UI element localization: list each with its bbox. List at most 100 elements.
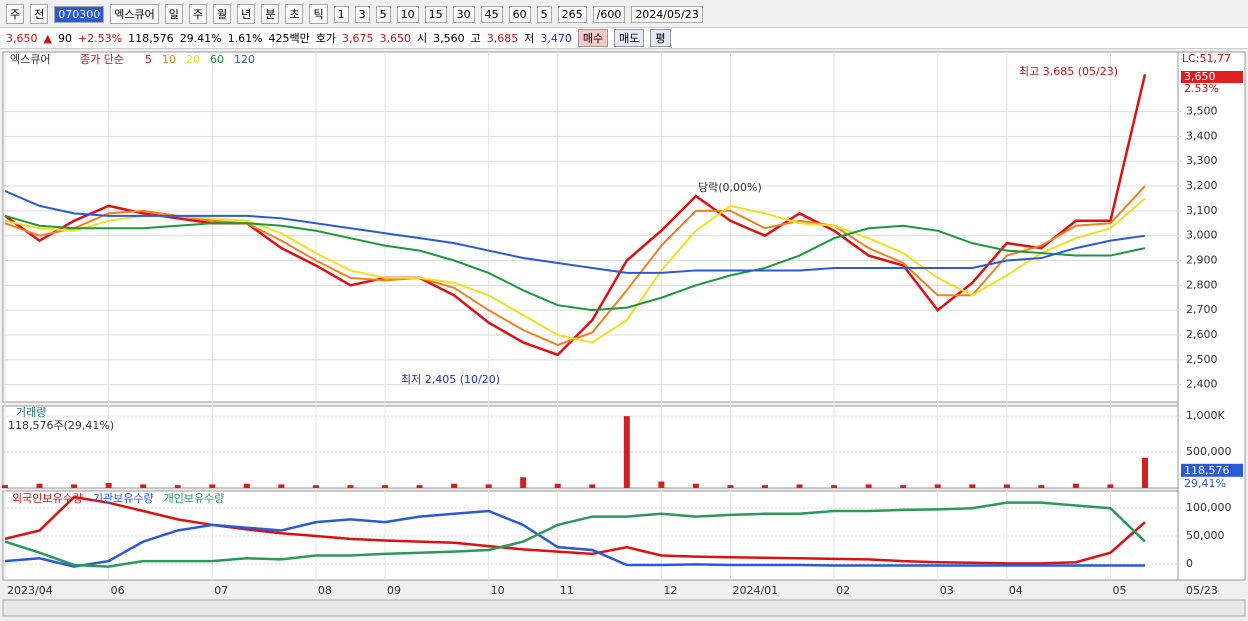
volume-bar: [762, 485, 768, 488]
quote-item: 3,470: [540, 31, 572, 45]
toolbar-item[interactable]: 45: [480, 5, 503, 23]
legend-entry: 개인보유수량: [164, 492, 225, 505]
y-tick-label: 50,000: [1186, 529, 1225, 542]
volume-bar: [36, 483, 43, 488]
right-label: 118,576: [1184, 464, 1230, 477]
current-volume-box: [1181, 463, 1243, 477]
volume-bar: [900, 485, 907, 488]
volume-bar: [796, 484, 803, 488]
quote-item: 3,675: [342, 31, 374, 45]
toolbar-item[interactable]: 초: [285, 4, 304, 24]
volume-bar: [623, 416, 630, 488]
y-tick-label: 3,100: [1186, 204, 1218, 217]
quote-item: 3,650: [6, 31, 38, 45]
quote-item: ▲: [43, 31, 52, 45]
series-line: [4, 74, 1147, 357]
series-line: [4, 509, 1145, 568]
x-tick-label: 02: [836, 584, 850, 597]
right-label: 3,650: [1184, 70, 1216, 83]
volume-bar: [1142, 457, 1148, 488]
quote-item[interactable]: 평: [650, 29, 671, 47]
quote-item: 3,685: [486, 31, 519, 45]
volume-bar: [1107, 484, 1114, 488]
quote-item: +2.53%: [77, 31, 123, 45]
quote-item: 저: [524, 32, 535, 45]
volume-bar: [243, 483, 250, 488]
legend-entry: 외국인보유수량: [12, 492, 83, 505]
quote-item: 29.41%: [179, 31, 222, 45]
toolbar-item[interactable]: 전: [30, 4, 49, 24]
x-tick-label: 10: [491, 584, 505, 597]
quote-item: 3,560: [433, 31, 465, 45]
legend-entry: 60: [210, 53, 224, 66]
toolbar-item[interactable]: 5: [536, 5, 552, 23]
x-tick-label: 2024/01: [732, 584, 778, 597]
quote-item: 90: [57, 31, 72, 45]
volume-bar: [2, 485, 8, 488]
toolbar-item[interactable]: 주: [188, 4, 207, 24]
y-tick-label: 2,700: [1186, 303, 1218, 316]
scrollbar[interactable]: [2, 599, 1246, 617]
x-tick-label: 04: [1009, 584, 1023, 597]
toolbar-item[interactable]: 분: [261, 4, 280, 24]
quote-item: 고: [470, 32, 481, 45]
toolbar-item[interactable]: 10: [396, 5, 419, 23]
volume-bar: [831, 485, 838, 488]
annotation: 최고 3,685 (05/23): [1019, 65, 1118, 78]
y-tick-label: 2,400: [1186, 378, 1218, 391]
volume-bar: [865, 484, 872, 488]
toolbar-item[interactable]: 일: [164, 4, 183, 24]
toolbar-item[interactable]: 265: [557, 5, 587, 23]
legend-entry: 기관보유수량: [93, 492, 154, 505]
y-tick-label: 2,600: [1186, 328, 1218, 341]
volume-bar: [692, 483, 699, 488]
annotation: 최저 2,405 (10/20): [401, 373, 500, 386]
volume-bar: [727, 485, 734, 488]
volume-bar: [209, 484, 216, 488]
last-price-box: [1181, 71, 1243, 83]
toolbar-item[interactable]: 15: [424, 5, 447, 23]
quote-item[interactable]: 매수: [577, 29, 609, 47]
y-tick-label: 1,000K: [1186, 409, 1225, 422]
toolbar-item[interactable]: 60: [508, 5, 531, 23]
toolbar-item[interactable]: 주: [6, 4, 25, 24]
volume-bar: [105, 482, 112, 488]
x-tick-label: 11: [560, 584, 574, 597]
toolbar-item[interactable]: 30: [452, 5, 475, 23]
x-tick-label: 09: [387, 584, 401, 597]
legend-title: 종가 단순: [80, 53, 124, 66]
volume-bar: [451, 483, 458, 488]
volume-bar: [174, 485, 181, 488]
toolbar-item[interactable]: 틱: [309, 4, 328, 24]
y-tick-label: 500,000: [1186, 445, 1232, 458]
panel-frame: [2, 405, 1179, 489]
y-tick-label: 0: [1186, 557, 1193, 570]
x-tick-label: 03: [940, 584, 954, 597]
toolbar-item[interactable]: 년: [237, 4, 256, 24]
quote-item[interactable]: 매도: [614, 29, 645, 47]
toolbar-item[interactable]: 3: [354, 5, 370, 23]
quote-item: 호가: [315, 32, 337, 45]
toolbar-item[interactable]: 070300: [54, 5, 105, 23]
quote-item: 118,576: [128, 31, 174, 45]
y-tick-label: 3,000: [1186, 229, 1218, 242]
series-line: [4, 495, 1146, 565]
panel-frame: [2, 51, 1179, 403]
toolbar-item[interactable]: 1: [333, 5, 349, 23]
volume-bar: [658, 481, 665, 488]
volume-bar: [520, 477, 527, 488]
panel-title: 엑스큐어: [10, 53, 50, 66]
volume-bar: [934, 484, 941, 488]
toolbar-item[interactable]: 5: [375, 5, 391, 23]
toolbar-item[interactable]: 월: [212, 4, 232, 24]
y-tick-label: 3,300: [1186, 154, 1218, 167]
toolbar-item[interactable]: 2024/05/23: [631, 5, 703, 23]
volume-bar: [554, 483, 561, 488]
axis-frame: [1177, 51, 1246, 581]
toolbar-item[interactable]: 엑스큐어: [110, 4, 159, 24]
volume-bar: [278, 484, 285, 488]
toolbar-item[interactable]: /600: [592, 5, 626, 23]
toolbar: 주 전 070300 엑스큐어 일 주 월 년 분 초 틱 1 3 5 10 15 30 45 60 5 265/600…: [0, 3, 1248, 25]
volume-bar: [71, 484, 78, 488]
